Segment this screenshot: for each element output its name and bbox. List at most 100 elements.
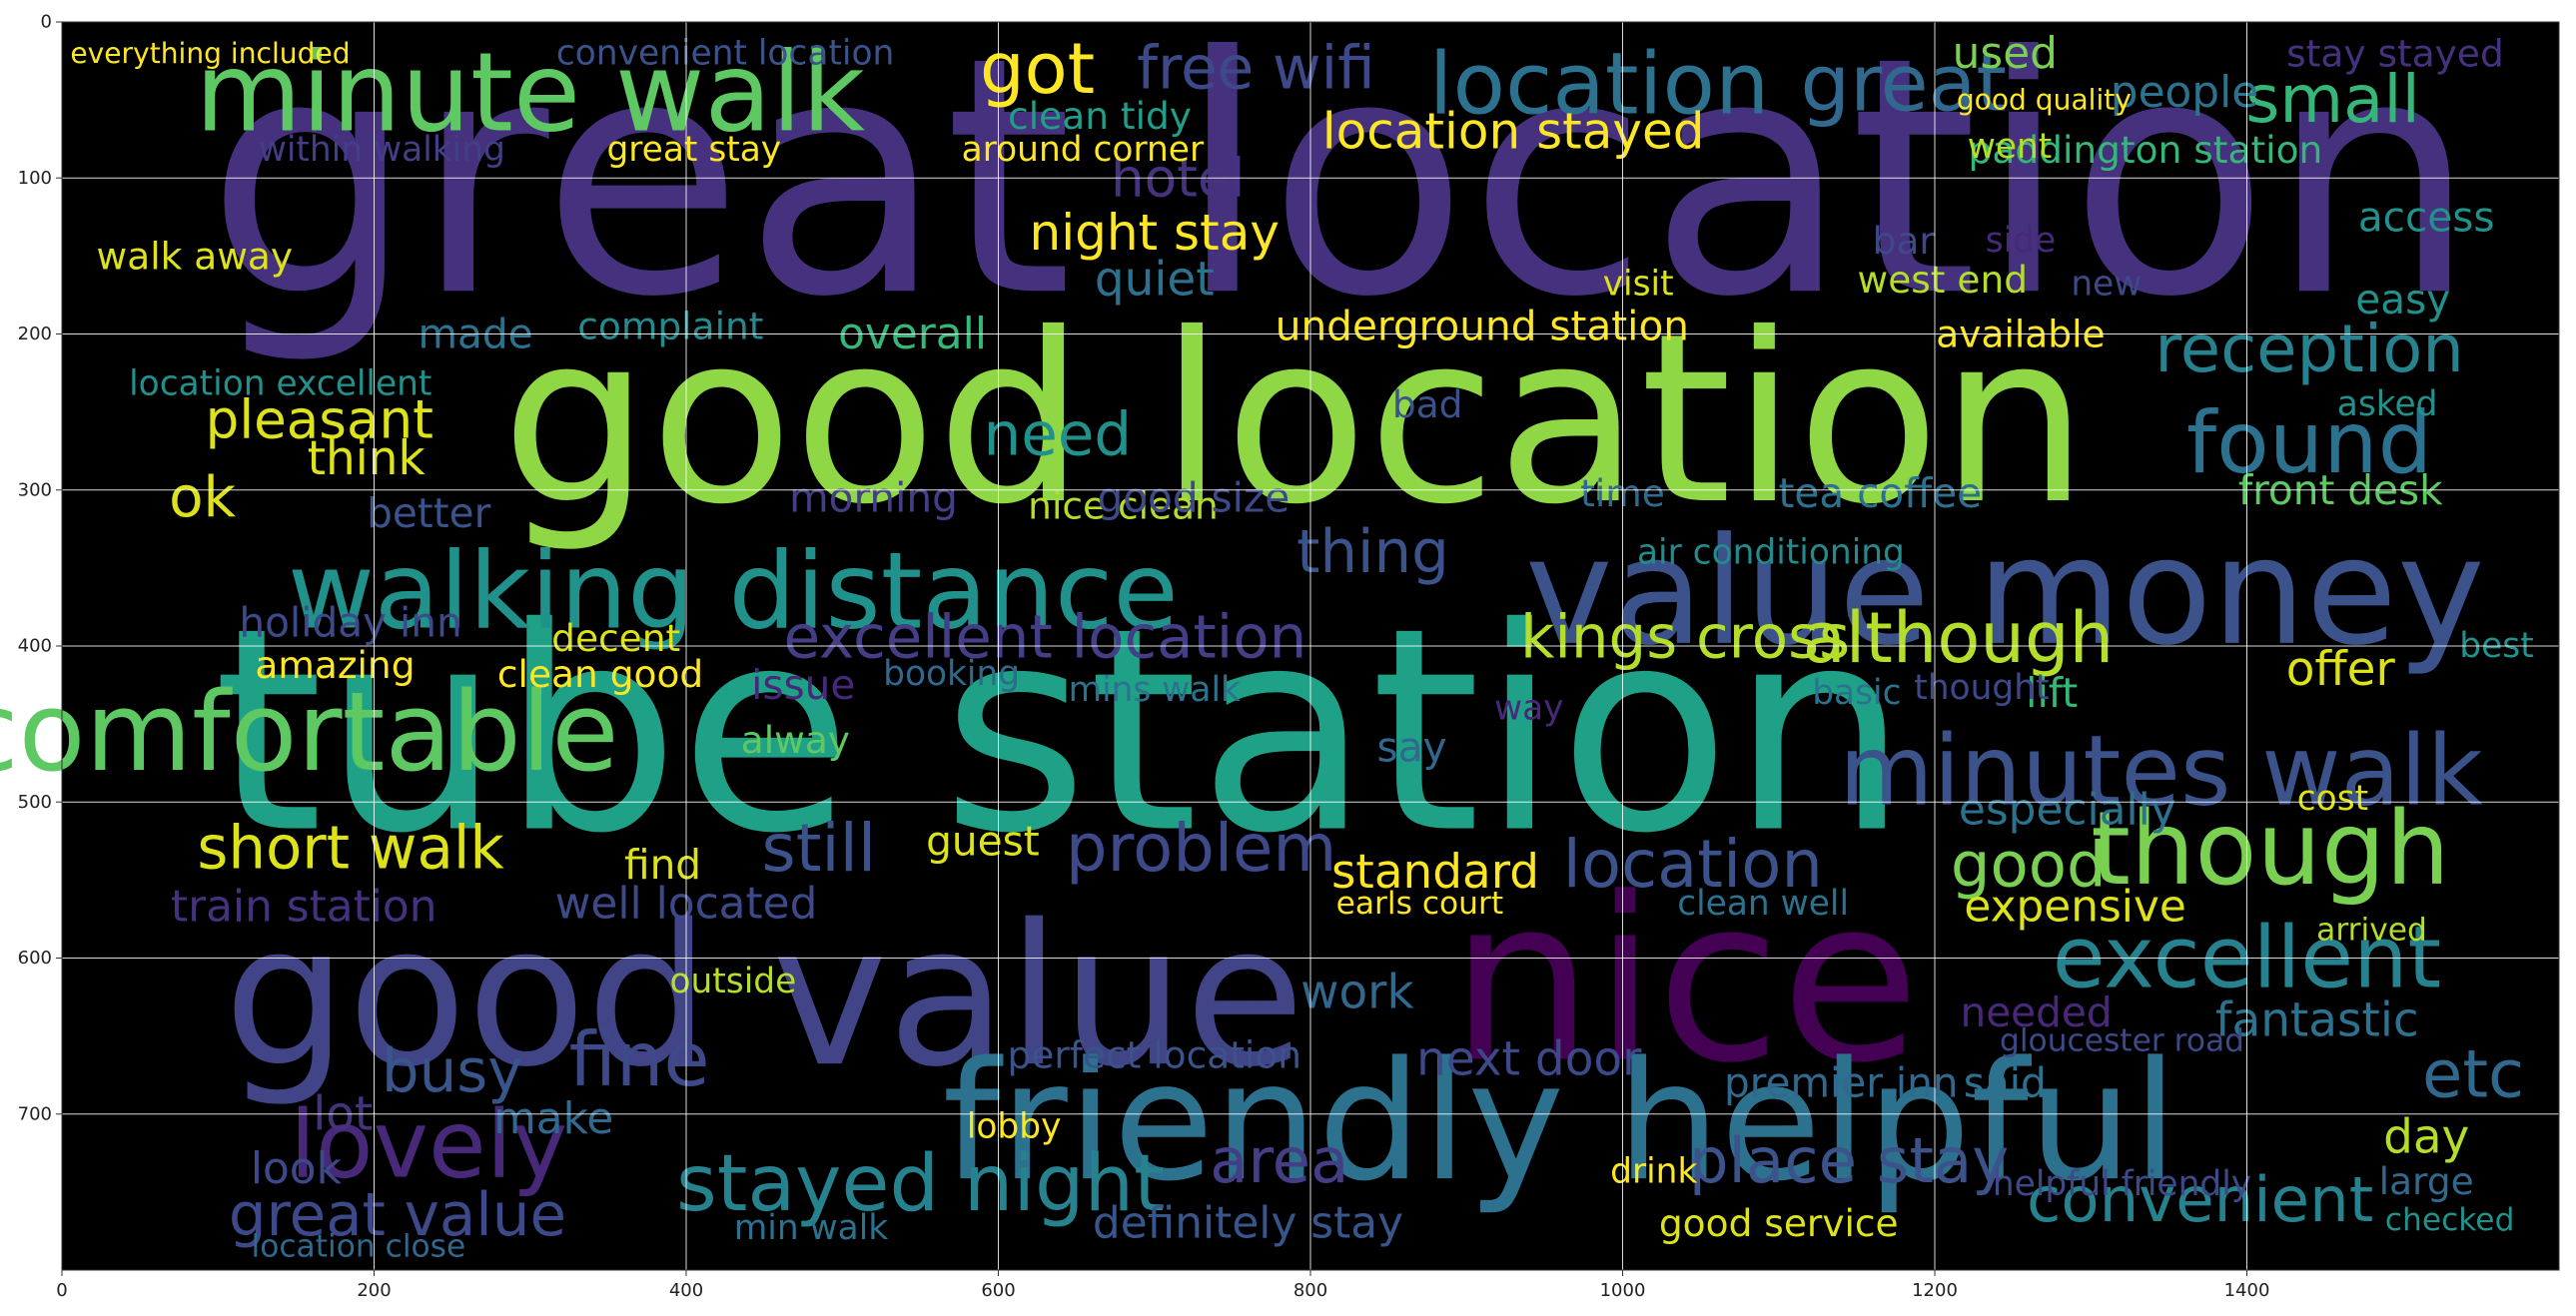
word-56: nice clean bbox=[1028, 483, 1219, 527]
word-81: earls court bbox=[1336, 886, 1504, 922]
word-116: bad bbox=[1392, 382, 1463, 426]
word-8: minute walk bbox=[195, 28, 865, 156]
x-tick-label-5: 1000 bbox=[1600, 1280, 1646, 1301]
word-6: value money bbox=[1525, 505, 2485, 678]
word-119: mins walk bbox=[1069, 670, 1241, 710]
word-123: gloucester road bbox=[2000, 1022, 2244, 1058]
y-tick-label-7: 700 bbox=[18, 1103, 52, 1124]
word-89: premier inn bbox=[1724, 1059, 1959, 1107]
word-16: found bbox=[2186, 393, 2432, 493]
word-19: kings cross bbox=[1520, 604, 1850, 673]
word-118: booking bbox=[883, 654, 1020, 694]
word-111: west end bbox=[1858, 258, 2029, 302]
x-tick-label-1: 200 bbox=[357, 1280, 391, 1301]
word-105: convenient location bbox=[556, 33, 894, 73]
word-39: underground station bbox=[1276, 303, 1689, 350]
word-104: around corner bbox=[962, 130, 1205, 170]
word-4: nice bbox=[1450, 850, 1921, 1112]
word-101: good quality bbox=[1957, 84, 2132, 117]
word-100: paddington station bbox=[1969, 128, 2323, 172]
word-127: location close bbox=[252, 1229, 466, 1265]
y-tick-label-0: 0 bbox=[41, 12, 52, 33]
word-0: great location bbox=[206, 0, 2477, 368]
word-47: walk away bbox=[97, 234, 294, 278]
word-129: arrived bbox=[2316, 912, 2427, 948]
word-84: work bbox=[1300, 965, 1414, 1019]
word-103: within walking bbox=[259, 130, 505, 170]
word-99: outside bbox=[669, 962, 796, 1001]
word-28: excellent location bbox=[783, 604, 1306, 673]
y-tick-label-4: 400 bbox=[18, 636, 52, 657]
word-45: holiday inn bbox=[239, 599, 461, 647]
word-15: lovely bbox=[290, 1091, 567, 1200]
x-tick-label-6: 1200 bbox=[1912, 1280, 1958, 1301]
word-34: fine bbox=[569, 1015, 710, 1103]
word-91: etc bbox=[2422, 1037, 2524, 1113]
word-124: said bbox=[1964, 1059, 2047, 1107]
word-66: amazing bbox=[255, 643, 415, 687]
x-tick-label-0: 0 bbox=[56, 1280, 67, 1301]
word-25: location stayed bbox=[1322, 102, 1705, 160]
word-11: though bbox=[2091, 790, 2450, 908]
word-61: air conditioning bbox=[1637, 532, 1905, 572]
word-10: minutes walk bbox=[1839, 715, 2483, 828]
word-107: stay stayed bbox=[2286, 31, 2504, 75]
word-80: find bbox=[624, 841, 701, 889]
x-tick-label-7: 1400 bbox=[2224, 1280, 2270, 1301]
word-13: great bbox=[1801, 40, 2007, 130]
word-121: basic bbox=[1812, 673, 1901, 713]
word-83: clean well bbox=[1677, 884, 1849, 924]
word-109: bar bbox=[1873, 219, 1936, 263]
word-96: look bbox=[251, 1143, 343, 1194]
word-92: day bbox=[2383, 1110, 2469, 1165]
word-108: went bbox=[1968, 127, 2053, 167]
word-42: pleasant bbox=[206, 388, 433, 450]
word-5: friendly helpful bbox=[943, 1026, 2178, 1217]
word-50: used bbox=[1953, 28, 2058, 79]
y-tick-label-5: 500 bbox=[18, 792, 52, 813]
word-95: make bbox=[493, 1093, 613, 1144]
y-tick-label-2: 200 bbox=[18, 324, 52, 344]
word-71: say bbox=[1377, 724, 1447, 772]
word-128: checked bbox=[2385, 1202, 2515, 1238]
word-102: great stay bbox=[606, 130, 781, 170]
word-79: train station bbox=[171, 881, 437, 932]
word-85: busy bbox=[382, 1037, 522, 1106]
word-75: good bbox=[1951, 828, 2107, 901]
x-tick-label-4: 800 bbox=[1293, 1280, 1327, 1301]
x-tick-label-2: 400 bbox=[669, 1280, 703, 1301]
word-36: area bbox=[1210, 1124, 1348, 1197]
y-tick-label-3: 300 bbox=[18, 479, 52, 500]
word-58: good size bbox=[1097, 474, 1289, 522]
word-38: good service bbox=[1659, 1201, 1899, 1245]
word-46: location excellent bbox=[129, 364, 431, 404]
word-41: complaint bbox=[577, 305, 763, 348]
word-93: large bbox=[2379, 1159, 2474, 1203]
word-18: great value bbox=[229, 1181, 566, 1250]
word-55: need bbox=[984, 401, 1132, 470]
word-30: place stay bbox=[1689, 1124, 2009, 1197]
word-90: fantastic bbox=[2215, 993, 2419, 1048]
word-98: lobby bbox=[967, 1106, 1062, 1146]
word-76: standard bbox=[1331, 845, 1539, 900]
word-26: night stay bbox=[1030, 204, 1280, 262]
word-65: issue bbox=[751, 661, 855, 709]
word-70: alway bbox=[741, 718, 850, 762]
y-tick-label-6: 600 bbox=[18, 948, 52, 969]
word-114: better bbox=[367, 489, 491, 537]
word-122: cost bbox=[2297, 779, 2368, 819]
word-2: good location bbox=[501, 284, 2089, 556]
word-24: free wifi bbox=[1137, 34, 1374, 103]
word-1: tube station bbox=[213, 568, 1909, 895]
word-88: perfect location bbox=[1007, 1032, 1301, 1076]
word-48: quiet bbox=[1095, 252, 1215, 307]
word-106: everything included bbox=[70, 37, 350, 70]
word-77: guest bbox=[926, 817, 1040, 865]
word-44: think bbox=[308, 431, 427, 486]
word-97: drink bbox=[1610, 1152, 1697, 1192]
word-112: new bbox=[2071, 265, 2142, 305]
